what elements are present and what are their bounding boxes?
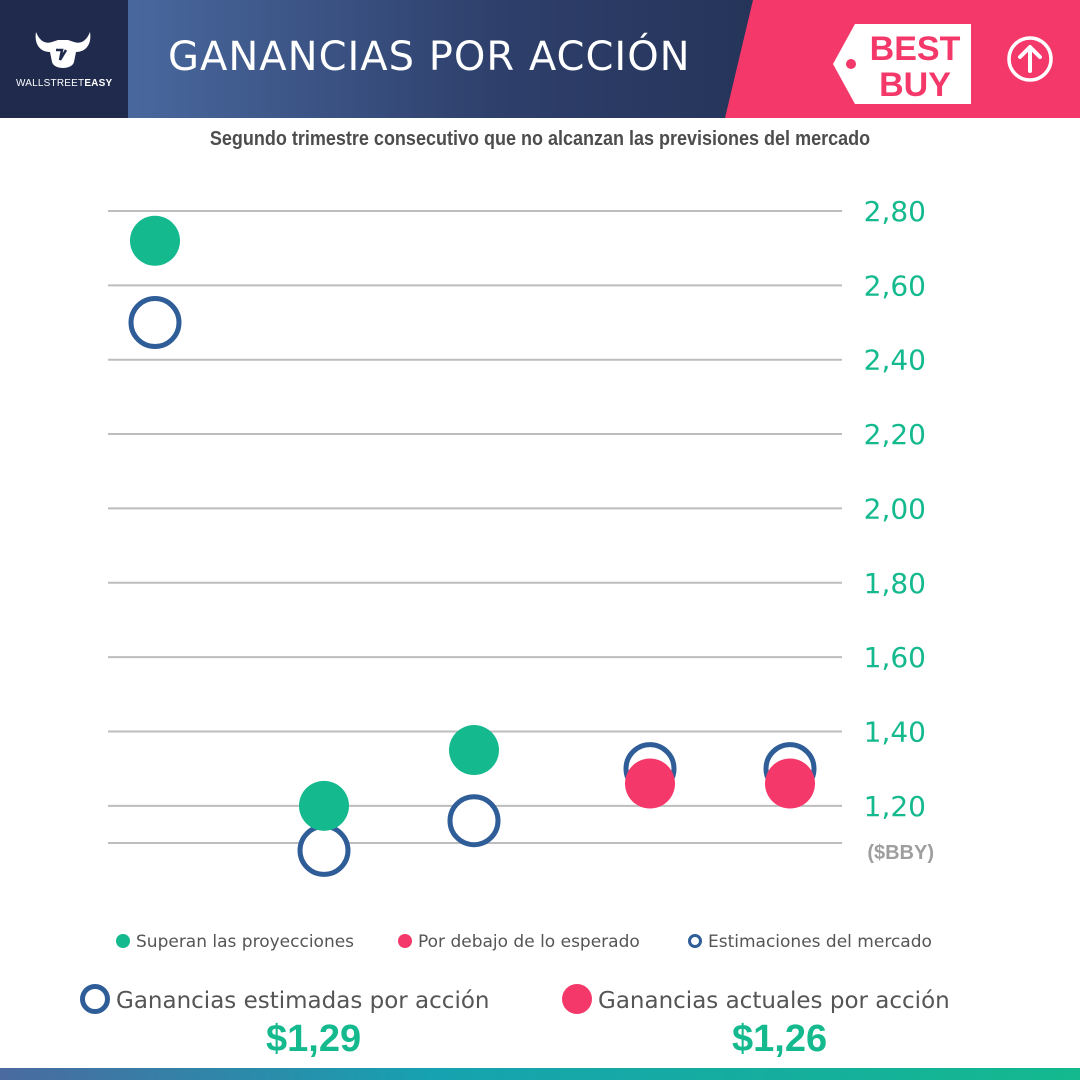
brand-line-2: BUY xyxy=(879,66,951,104)
actual-eps-label: Ganancias actuales por acción xyxy=(562,984,950,1014)
actual-point-miss xyxy=(765,758,815,809)
brand-line-1: BEST xyxy=(870,30,961,68)
best-buy-logo: BEST BUY xyxy=(833,24,971,104)
eps-chart: 2,80 2,60 2,40 2,20 2,00 1,80 1,60 1,40 1,20 ($BB… xyxy=(108,195,934,877)
y-tick-label: 1,80 xyxy=(864,567,926,600)
y-tick-label: 2,80 xyxy=(864,195,926,228)
y-tick-label: 1,20 xyxy=(864,790,926,823)
legend-dot-beat xyxy=(116,934,130,948)
title-band xyxy=(110,0,760,118)
estimate-point xyxy=(447,794,501,848)
actual-point-beat xyxy=(449,725,499,776)
y-tick-label: 2,20 xyxy=(864,418,926,451)
legend-dot-miss xyxy=(398,934,412,948)
estimate-point xyxy=(128,296,182,350)
bottom-bar xyxy=(0,1068,1080,1080)
estimate-ring-icon xyxy=(80,984,110,1014)
legend: Superan las proyecciones Por debajo de l… xyxy=(116,932,976,958)
header: WALLSTREETEASY GANANCIAS POR ACCIÓN BEST… xyxy=(0,0,1080,118)
legend-item-estimate: Estimaciones del mercado xyxy=(688,932,932,952)
actual-dot-icon xyxy=(562,984,592,1014)
legend-item-miss: Por debajo de lo esperado xyxy=(398,932,640,952)
estimated-eps-value: $1,29 xyxy=(266,1018,362,1060)
logo-text: WALLSTREETEASY xyxy=(16,78,113,89)
y-tick-label: 2,00 xyxy=(864,492,926,525)
legend-item-beat: Superan las proyecciones xyxy=(116,932,354,952)
bull-icon xyxy=(35,32,91,68)
y-tick-label: 1,60 xyxy=(864,641,926,674)
y-tick-label: 1,40 xyxy=(864,715,926,748)
legend-ring-estimate xyxy=(688,934,702,948)
y-tick-label: 2,40 xyxy=(864,344,926,377)
y-tick-label: 2,60 xyxy=(864,269,926,302)
estimated-eps-label: Ganancias estimadas por acción xyxy=(80,984,489,1014)
actual-point-beat xyxy=(130,215,180,266)
chart-subtitle: Segundo trimestre consecutivo que no alc… xyxy=(209,128,871,150)
actual-point-beat xyxy=(299,780,349,831)
actual-eps-value: $1,26 xyxy=(732,1018,828,1060)
page-title: GANANCIAS POR ACCIÓN xyxy=(168,34,691,80)
actual-point-miss xyxy=(625,758,675,809)
estimate-point xyxy=(297,823,351,877)
logo: WALLSTREETEASY xyxy=(0,0,128,118)
arrow-up-circle-icon xyxy=(1007,36,1053,82)
ticker-label: ($BBY) xyxy=(867,842,934,864)
